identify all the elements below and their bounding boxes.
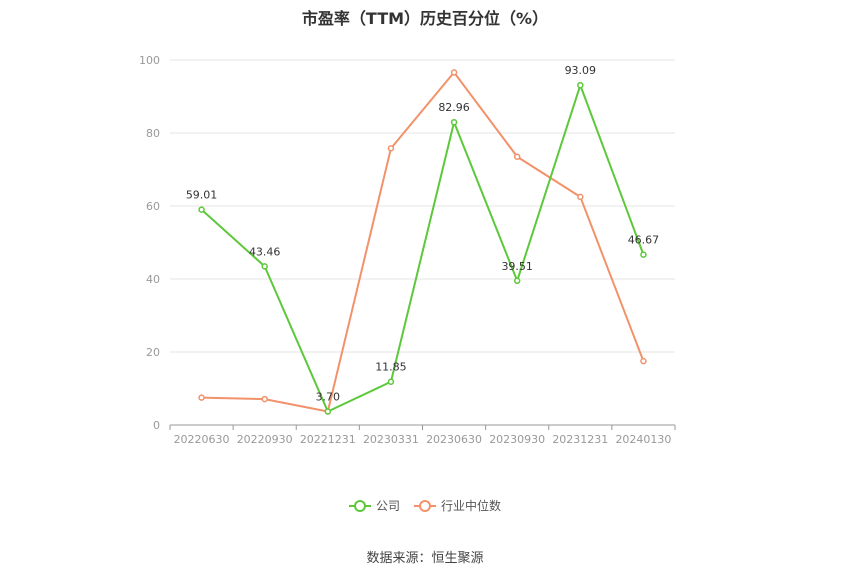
data-label: 11.85 <box>375 361 407 374</box>
series-1-point <box>261 395 268 403</box>
x-tick-label: 20221231 <box>300 433 356 446</box>
legend-marker-industry-median <box>414 499 436 513</box>
y-tick-label-80: 80 <box>146 127 160 140</box>
series-0-point <box>387 378 395 385</box>
data-label: 43.46 <box>249 245 281 258</box>
series-1-point <box>387 145 395 152</box>
series-1-point <box>450 69 458 76</box>
legend-label-company: 公司 <box>375 499 400 513</box>
x-tick-label: 20231231 <box>552 433 608 446</box>
series-1-point <box>640 357 647 365</box>
series-0-point <box>577 81 584 89</box>
data-label: 46.67 <box>628 234 660 247</box>
y-tick-label-0: 0 <box>153 419 160 432</box>
series-0-point <box>640 251 647 258</box>
series-0-point <box>198 206 205 213</box>
data-source: 数据来源：恒生聚源 <box>366 551 484 566</box>
series-line-0 <box>200 84 645 413</box>
data-labels: 59.01 43.46 3.70 11.85 82.96 39.51 93.09 46.67 <box>186 64 659 403</box>
y-tick-label-100: 100 <box>139 54 160 67</box>
grid-lines <box>170 59 675 353</box>
legend-item-industry-median[interactable]: 行业中位数 <box>414 497 501 514</box>
legend-item-company[interactable]: 公司 <box>348 497 400 514</box>
data-label: 3.70 <box>316 390 341 403</box>
series-1-point <box>198 394 205 401</box>
series-1-point <box>577 193 584 201</box>
x-axis-ticks: 20220630 20220930 20221231 20230331 20230630… <box>174 433 672 446</box>
series-0-point <box>450 118 458 126</box>
x-tick-label: 20220630 <box>174 433 230 446</box>
x-tick-label: 20230630 <box>426 433 482 446</box>
y-tick-label-40: 40 <box>146 273 160 286</box>
data-label: 59.01 <box>186 189 218 202</box>
x-axis <box>169 424 676 430</box>
series-1-point <box>513 153 521 160</box>
x-tick-label: 20230930 <box>489 433 545 446</box>
x-tick-label: 20220930 <box>237 433 293 446</box>
series-0-point <box>324 408 332 415</box>
y-tick-label-60: 60 <box>146 200 160 213</box>
series-0-point <box>261 263 268 270</box>
x-tick-label: 20240130 <box>615 433 671 446</box>
series-layer <box>198 69 647 415</box>
data-label: 39.51 <box>501 260 533 273</box>
legend: 公司 行业中位数 <box>0 497 850 514</box>
data-label: 93.09 <box>565 64 597 77</box>
legend-marker-company <box>348 499 371 513</box>
series-line-1 <box>201 71 645 413</box>
chart-title: 市盈率（TTM）历史百分位（%） <box>301 9 549 28</box>
y-axis-ticks: 0 20 40 60 80 100 <box>139 54 160 432</box>
y-tick-label-20: 20 <box>146 346 160 359</box>
legend-label-industry-median: 行业中位数 <box>441 499 502 513</box>
x-tick-label: 20230331 <box>363 433 419 446</box>
series-0-point <box>513 277 521 285</box>
data-label: 82.96 <box>438 101 470 114</box>
